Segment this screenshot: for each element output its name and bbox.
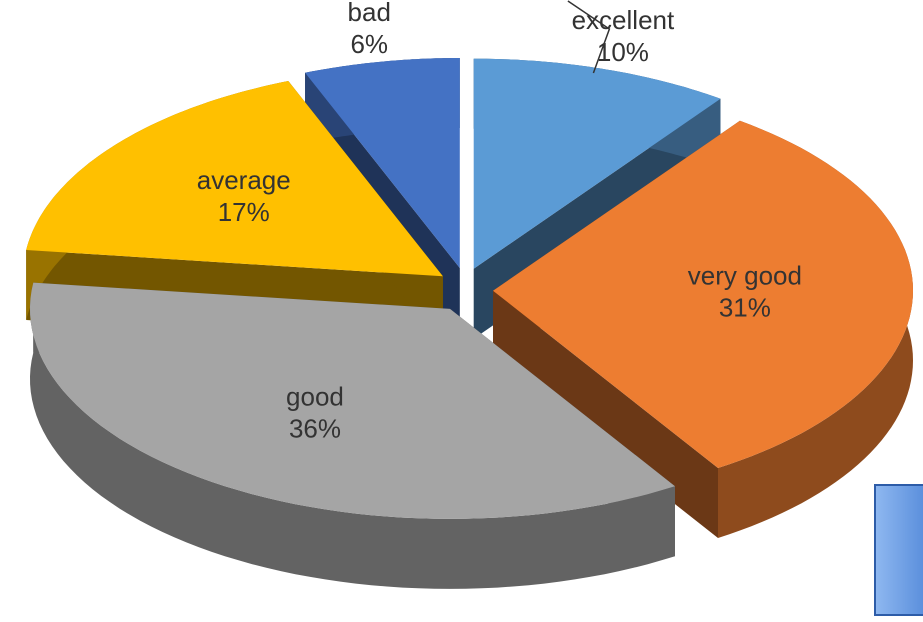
value-label: 6% (350, 29, 388, 59)
pie (26, 58, 913, 589)
category-label: good (286, 381, 344, 411)
category-label: bad (348, 0, 391, 27)
value-label: 17% (218, 197, 270, 227)
value-label: 10% (597, 37, 649, 67)
data-label: bad 6% (348, 0, 391, 59)
slice-top (26, 81, 443, 277)
data-label: good 36% (286, 381, 344, 443)
data-label: excellent 10% (572, 5, 675, 67)
slice-wall (30, 282, 675, 589)
value-label: 36% (289, 413, 341, 443)
leader-line (567, 0, 611, 74)
slice (30, 282, 675, 589)
data-label: very good 31% (688, 261, 802, 323)
slice-top (473, 58, 721, 269)
slice-top (305, 58, 460, 268)
category-label: excellent (572, 5, 675, 35)
data-label: average 17% (197, 165, 291, 227)
slice-top (493, 120, 913, 469)
slice-top (30, 282, 675, 519)
category-label: very good (688, 261, 802, 291)
value-label: 31% (719, 293, 771, 323)
category-label: average (197, 165, 291, 195)
legend-box (874, 484, 923, 616)
